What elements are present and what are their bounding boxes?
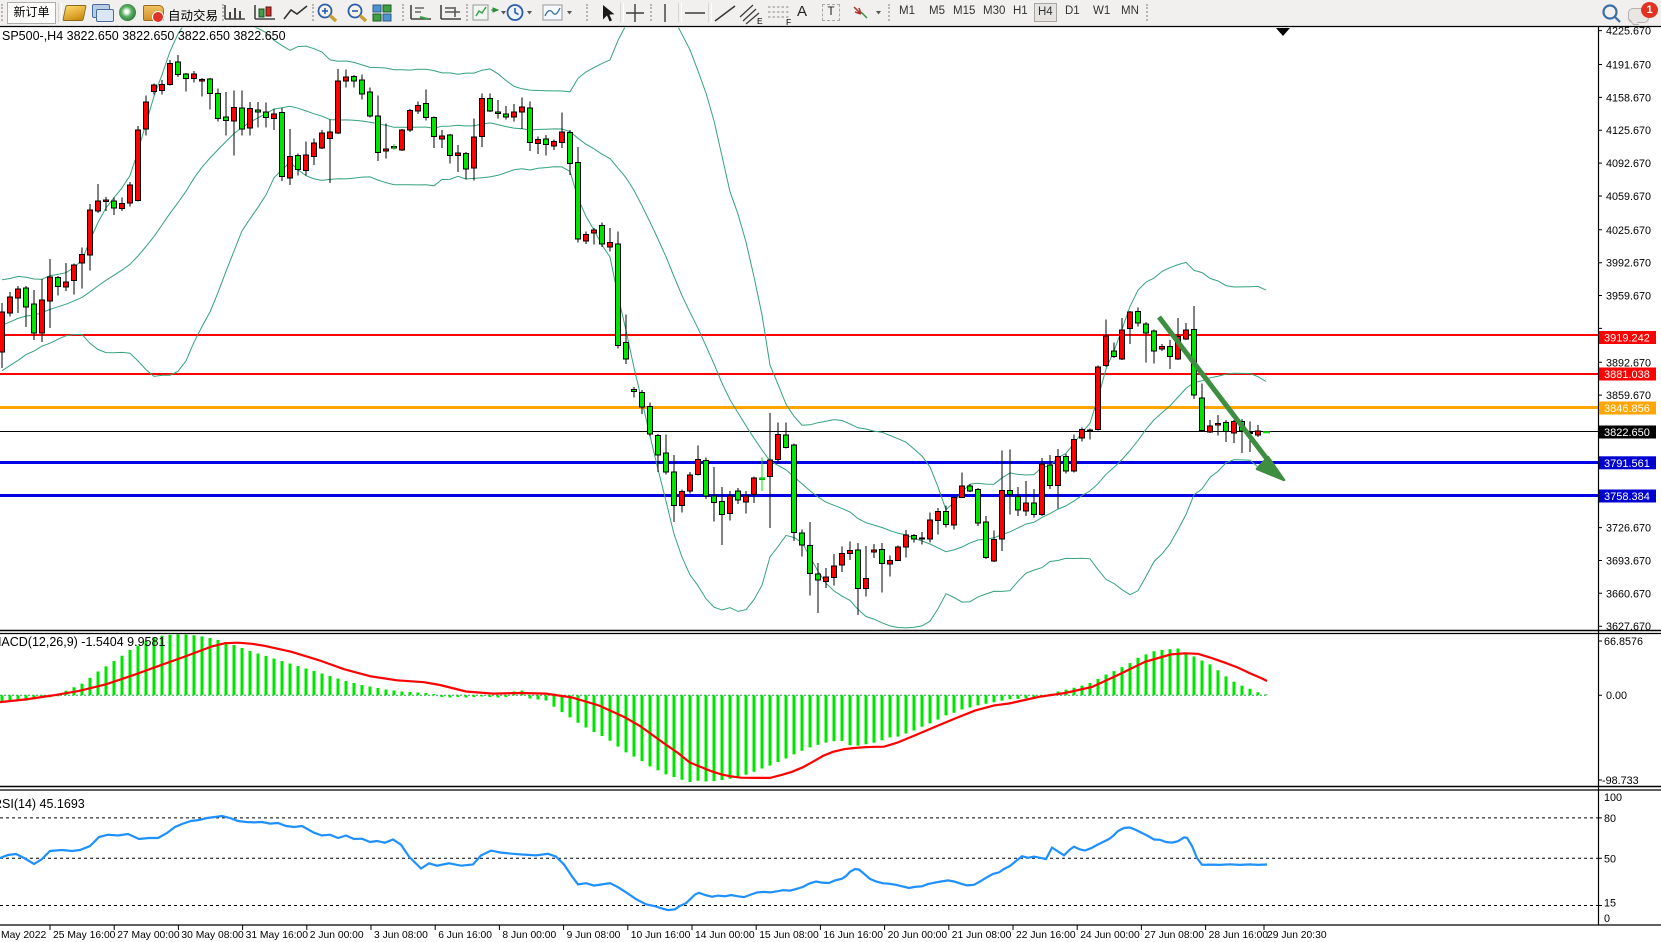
svg-text:15 Jun 08:00: 15 Jun 08:00 [759, 930, 819, 941]
svg-text:10 Jun 16:00: 10 Jun 16:00 [631, 930, 691, 941]
svg-text:27 May 00:00: 27 May 00:00 [117, 930, 180, 941]
svg-text:4191.670: 4191.670 [1606, 60, 1651, 72]
svg-text:F: F [786, 17, 791, 26]
svg-text:30 May 08:00: 30 May 08:00 [181, 930, 244, 941]
svg-text:3959.670: 3959.670 [1606, 291, 1651, 303]
svg-text:29 Jun 20:30: 29 Jun 20:30 [1267, 930, 1327, 941]
svg-text:20 Jun 00:00: 20 Jun 00:00 [888, 930, 948, 941]
svg-text:3758.384: 3758.384 [1604, 491, 1650, 503]
svg-text:MACD(12,26,9) -1.5404 9.9581: MACD(12,26,9) -1.5404 9.9581 [0, 635, 165, 649]
svg-text:2 Jun 00:00: 2 Jun 00:00 [310, 930, 364, 941]
svg-text:3660.670: 3660.670 [1606, 588, 1651, 600]
svg-text:80: 80 [1604, 813, 1616, 825]
svg-text:3693.670: 3693.670 [1606, 556, 1651, 568]
svg-text:-98.733: -98.733 [1602, 775, 1639, 787]
svg-text:22 Jun 16:00: 22 Jun 16:00 [1016, 930, 1076, 941]
svg-text:4092.670: 4092.670 [1606, 158, 1651, 170]
svg-text:3859.670: 3859.670 [1606, 390, 1651, 402]
svg-text:0: 0 [1604, 913, 1610, 925]
svg-text:4125.670: 4125.670 [1606, 125, 1651, 137]
svg-text:4059.670: 4059.670 [1606, 191, 1651, 203]
svg-text:E: E [757, 16, 763, 26]
svg-text:4225.670: 4225.670 [1606, 26, 1651, 38]
svg-text:RSI(14) 45.1693: RSI(14) 45.1693 [0, 797, 85, 811]
svg-text:24 Jun 00:00: 24 Jun 00:00 [1080, 930, 1140, 941]
svg-text:31 May 16:00: 31 May 16:00 [246, 930, 309, 941]
svg-text:15: 15 [1604, 898, 1616, 910]
svg-text:3791.561: 3791.561 [1604, 458, 1650, 470]
svg-text:25 May 16:00: 25 May 16:00 [53, 930, 116, 941]
svg-text:6 Jun 16:00: 6 Jun 16:00 [438, 930, 492, 941]
svg-text:9 Jun 08:00: 9 Jun 08:00 [567, 930, 621, 941]
svg-text:4158.670: 4158.670 [1606, 92, 1651, 104]
svg-text:4025.670: 4025.670 [1606, 225, 1651, 237]
svg-text:3627.670: 3627.670 [1606, 621, 1651, 633]
svg-text:3822.650: 3822.650 [1604, 427, 1650, 439]
svg-text:100: 100 [1604, 792, 1622, 804]
svg-text:3846.856: 3846.856 [1604, 403, 1650, 415]
svg-text:21 Jun 08:00: 21 Jun 08:00 [952, 930, 1012, 941]
svg-text:3892.670: 3892.670 [1606, 357, 1651, 369]
svg-text:28 Jun 16:00: 28 Jun 16:00 [1209, 930, 1269, 941]
svg-text:16 Jun 16:00: 16 Jun 16:00 [823, 930, 883, 941]
svg-text:0.00: 0.00 [1606, 690, 1627, 702]
svg-text:SP500-,H4 3822.650 3822.650 3: SP500-,H4 3822.650 3822.650 3822.650 382… [2, 29, 286, 43]
svg-text:14 Jun 00:00: 14 Jun 00:00 [695, 930, 755, 941]
svg-text:66.8576: 66.8576 [1604, 636, 1643, 648]
svg-text:8 Jun 00:00: 8 Jun 00:00 [502, 930, 556, 941]
svg-text:3 Jun 08:00: 3 Jun 08:00 [374, 930, 428, 941]
svg-text:3881.038: 3881.038 [1604, 369, 1650, 381]
svg-text:3726.670: 3726.670 [1606, 523, 1651, 535]
svg-text:3992.670: 3992.670 [1606, 258, 1651, 270]
svg-text:3919.242: 3919.242 [1604, 333, 1650, 345]
svg-text:May 2022: May 2022 [1, 930, 46, 941]
svg-text:50: 50 [1604, 854, 1616, 866]
svg-text:27 Jun 08:00: 27 Jun 08:00 [1144, 930, 1204, 941]
